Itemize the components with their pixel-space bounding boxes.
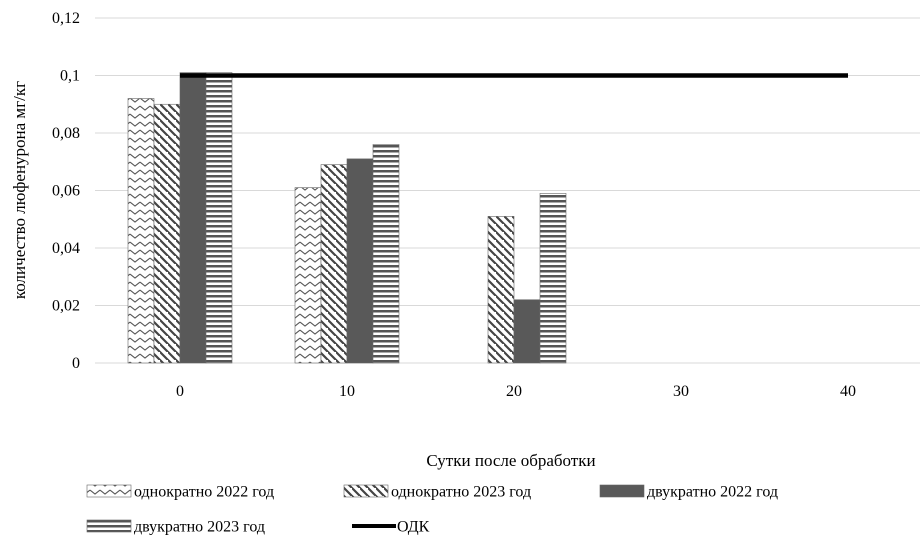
y-axis-title: количество люфенурона мг/кг: [10, 81, 29, 299]
bar: [205, 72, 233, 364]
legend-swatch: [86, 484, 132, 498]
legend-label: однократно 2022 год: [134, 484, 274, 501]
y-tick-label: 0,02: [52, 298, 80, 315]
bar: [513, 299, 541, 364]
bar: [372, 144, 400, 364]
legend-label: однократно 2023 год: [391, 484, 531, 501]
y-tick-label: 0,1: [60, 68, 80, 85]
bar: [487, 216, 515, 364]
bar: [539, 193, 567, 364]
legend-label: двукратно 2023 год: [134, 519, 265, 536]
y-tick-label: 0,08: [52, 125, 80, 142]
x-tick-label: 20: [506, 383, 522, 400]
x-tick-label: 30: [673, 383, 689, 400]
y-tick-labels: 0 0,02 0,04 0,06 0,08 0,1 0,12: [52, 10, 80, 372]
bar: [294, 187, 322, 364]
y-tick-label: 0,12: [52, 10, 80, 27]
legend-label: двукратно 2022 год: [647, 484, 778, 501]
x-tick-labels: 0 10 20 30 40: [176, 383, 856, 400]
x-tick-label: 10: [339, 383, 355, 400]
y-tick-label: 0,06: [52, 183, 80, 200]
legend-label: ОДК: [397, 519, 430, 536]
bar: [153, 103, 181, 364]
bar: [127, 98, 155, 364]
x-tick-label: 40: [840, 383, 856, 400]
bar: [346, 158, 374, 364]
bar: [179, 72, 207, 364]
y-tick-label: 0,04: [52, 240, 80, 257]
x-tick-label: 0: [176, 383, 184, 400]
legend-swatch: [343, 484, 389, 498]
legend-swatch: [86, 519, 132, 533]
y-tick-label: 0: [72, 355, 80, 372]
x-axis-title: Сутки после обработки: [426, 451, 595, 470]
legend: однократно 2022 год однократно 2023 год дв…: [86, 484, 778, 536]
bar: [320, 164, 348, 364]
bars: [127, 72, 567, 364]
legend-swatch: [599, 484, 645, 498]
